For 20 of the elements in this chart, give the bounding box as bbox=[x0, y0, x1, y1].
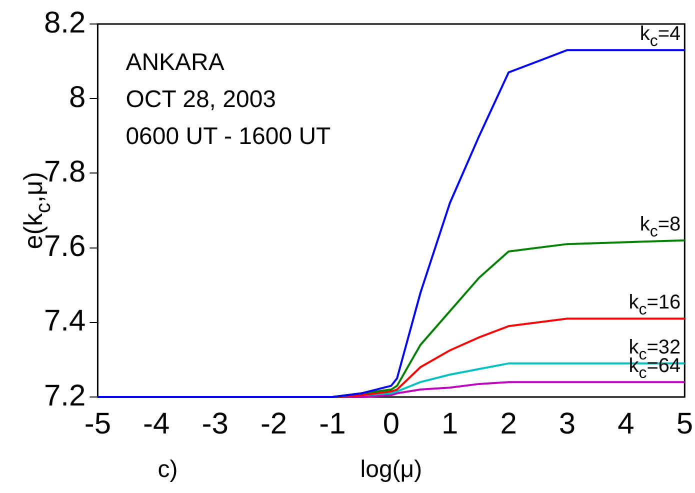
x-tick-label: 5 bbox=[676, 407, 693, 440]
annotation: OCT 28, 2003 bbox=[126, 86, 276, 113]
x-axis-title: log(μ) bbox=[360, 456, 422, 483]
x-tick-label: 0 bbox=[382, 407, 400, 440]
y-tick-label: 8 bbox=[69, 80, 86, 114]
text: c) bbox=[158, 456, 178, 483]
annotation: ANKARA bbox=[126, 49, 224, 76]
y-tick-label: 7.2 bbox=[44, 379, 86, 412]
x-tick-label: -3 bbox=[202, 407, 228, 440]
x-tick-label: -2 bbox=[260, 407, 288, 440]
x-tick-label: -5 bbox=[84, 407, 112, 440]
x-tick-label: -4 bbox=[143, 407, 170, 440]
y-tick-label: 8.2 bbox=[44, 6, 86, 40]
x-tick-label: 1 bbox=[442, 407, 458, 440]
y-tick-label: 7.4 bbox=[44, 304, 86, 338]
x-tick-label: 4 bbox=[618, 407, 634, 440]
x-tick-label: -1 bbox=[319, 407, 346, 440]
x-tick-label: 2 bbox=[500, 407, 517, 440]
x-tick-label: 3 bbox=[558, 407, 576, 440]
annotation: 0600 UT - 1600 UT bbox=[126, 123, 332, 150]
